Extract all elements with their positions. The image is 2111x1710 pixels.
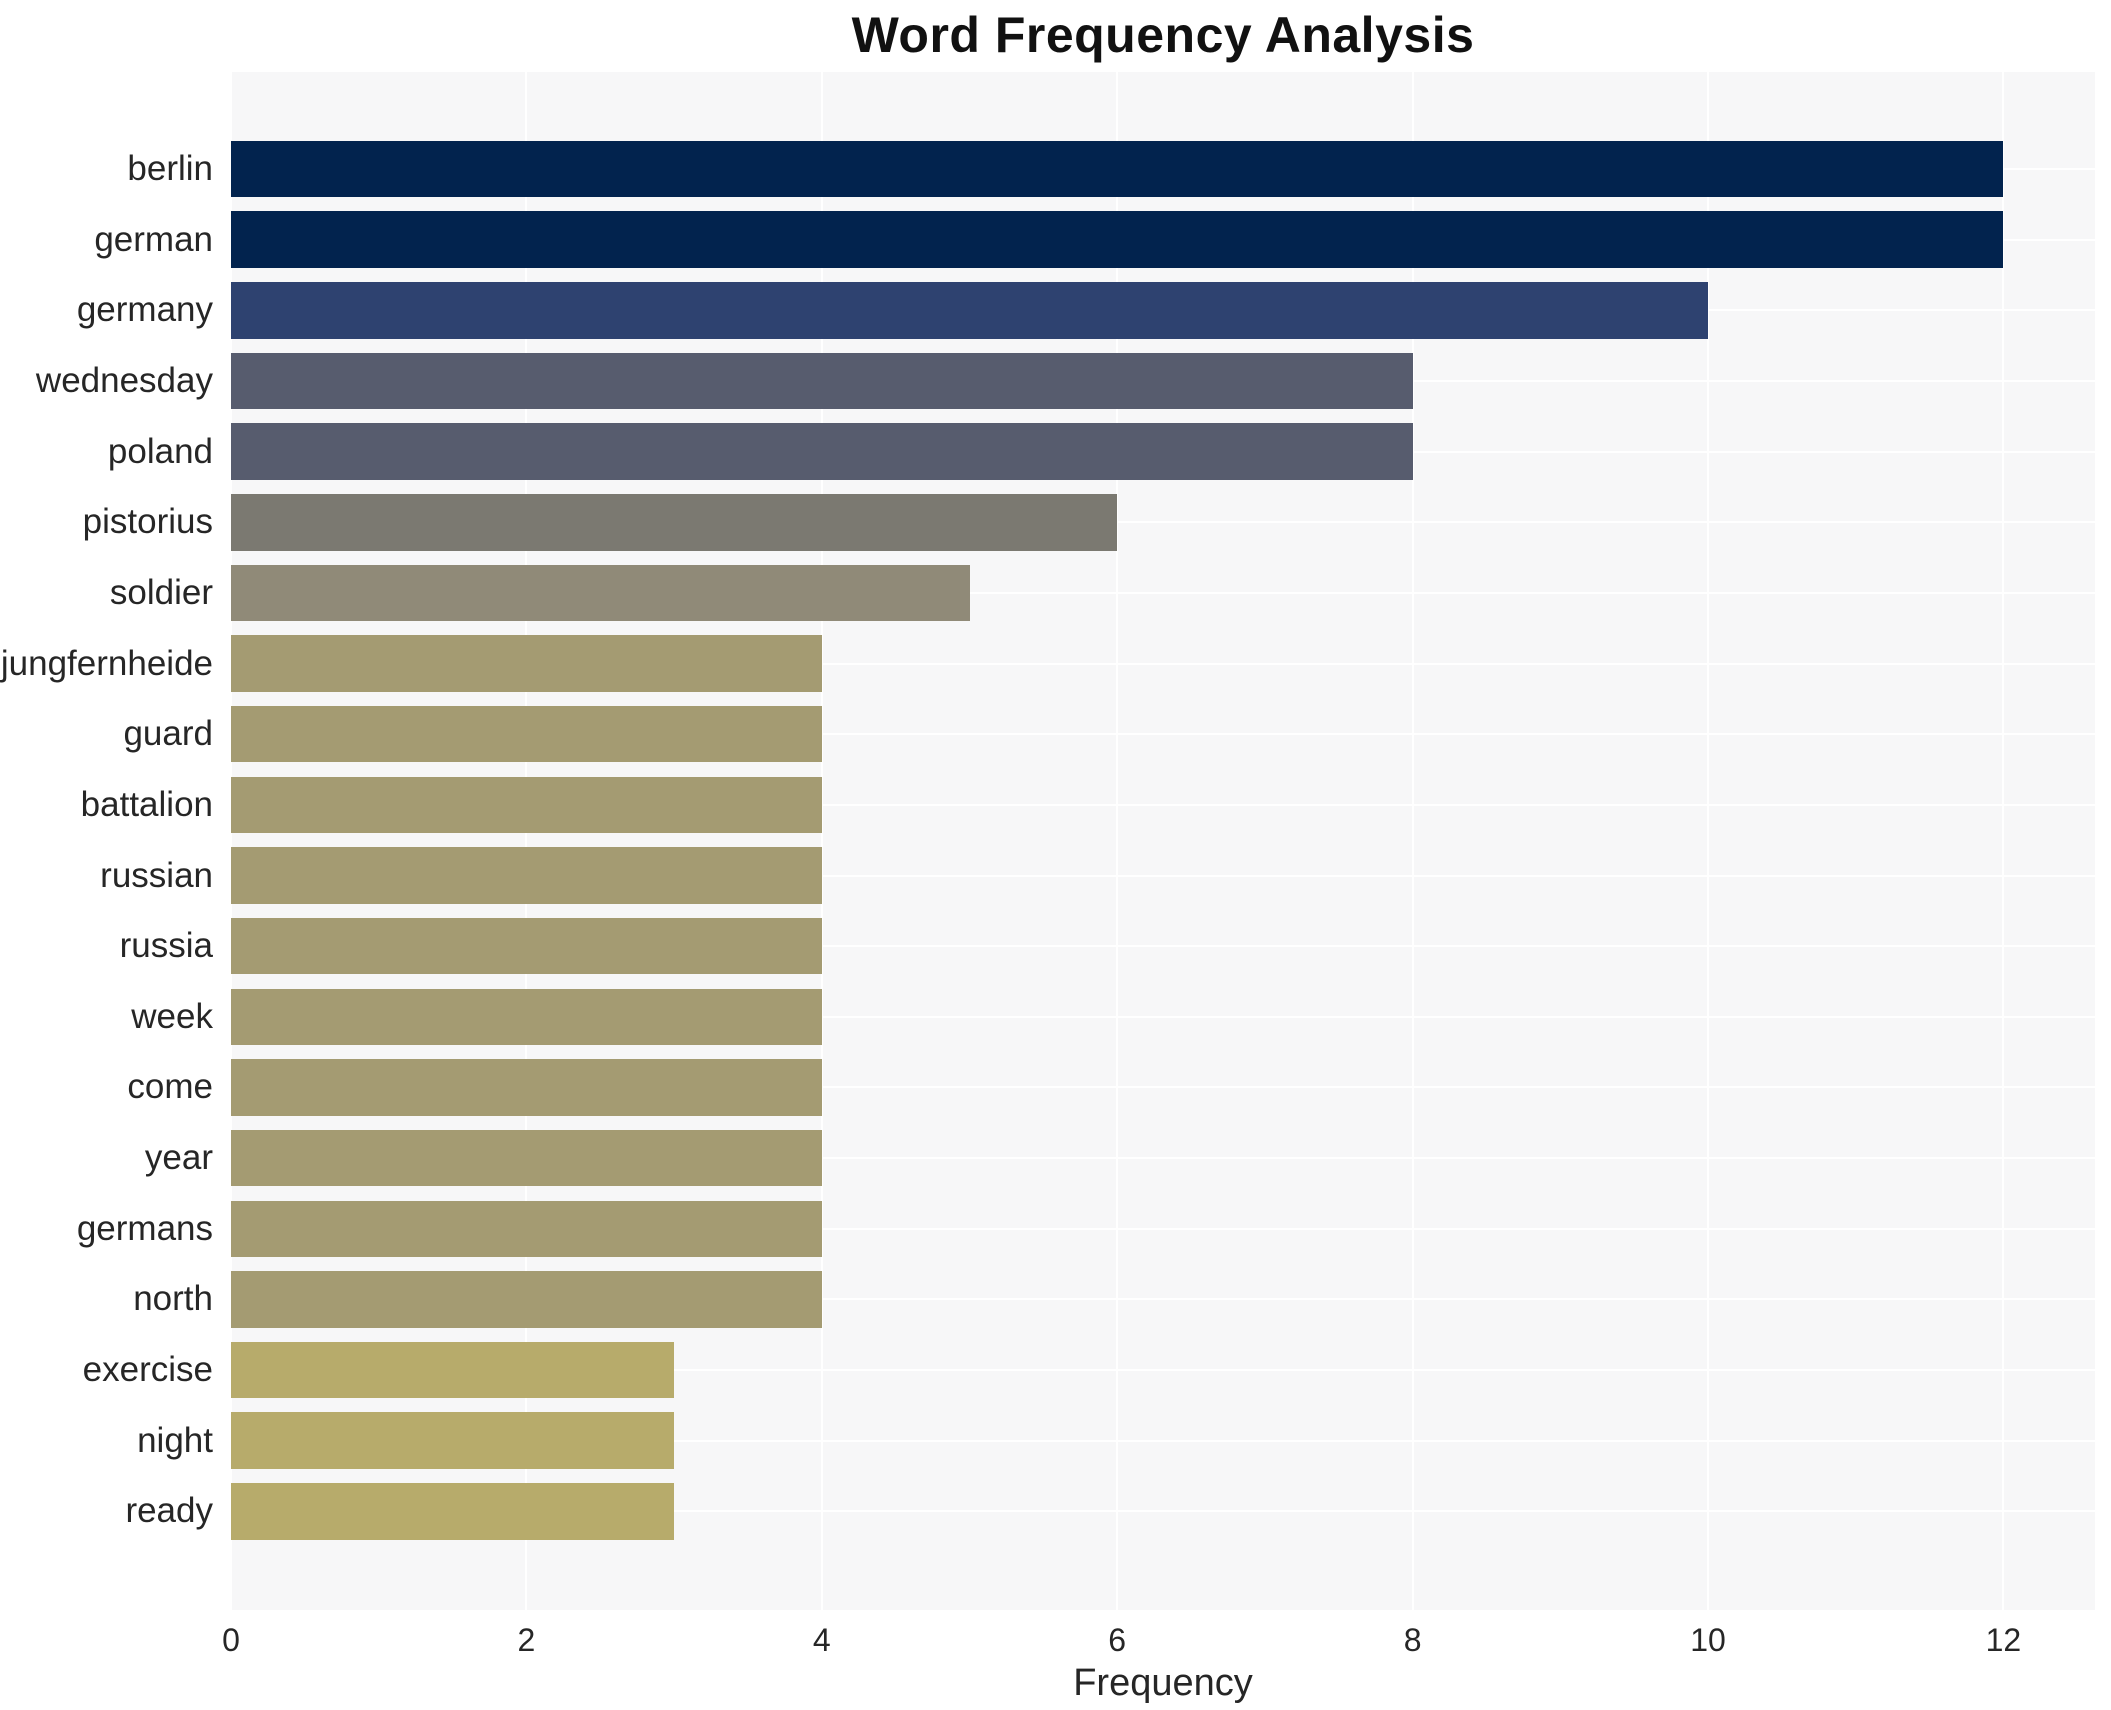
gridline-vertical — [525, 72, 528, 1610]
bar-jungfernheide — [231, 635, 822, 692]
gridline-horizontal — [231, 874, 2095, 877]
gridline-horizontal — [231, 1439, 2095, 1442]
bar-exercise — [231, 1341, 675, 1399]
x-tick-label: 4 — [812, 1622, 831, 1658]
gridline-horizontal — [231, 1369, 2095, 1372]
y-tick-label: poland — [107, 431, 213, 471]
x-tick-label: 2 — [517, 1622, 536, 1658]
x-tick-label: 12 — [1985, 1622, 2022, 1658]
plot-area — [230, 72, 2095, 1610]
bar-week — [231, 988, 822, 1046]
y-tick-label: russia — [119, 926, 213, 966]
bar-guard — [231, 705, 822, 763]
y-tick-label: exercise — [82, 1350, 213, 1390]
y-tick-label: north — [133, 1279, 213, 1319]
gridline-horizontal — [231, 1157, 2095, 1160]
gridline-horizontal — [231, 1015, 2095, 1018]
bar-german — [231, 211, 2004, 268]
gridline-horizontal — [231, 1510, 2095, 1513]
y-tick-label: wednesday — [35, 360, 213, 400]
bar-come — [231, 1059, 822, 1116]
x-tick-label: 6 — [1108, 1622, 1127, 1658]
x-axis-label: Frequency — [1073, 1662, 1253, 1704]
bar-russia — [231, 917, 822, 975]
x-tick-label: 10 — [1690, 1622, 1726, 1658]
bar-poland — [231, 423, 1413, 480]
bar-germany — [231, 282, 1708, 339]
y-tick-label: week — [131, 996, 213, 1036]
y-tick-label: ready — [125, 1491, 213, 1531]
gridline-horizontal — [231, 1086, 2095, 1089]
y-tick-label: germany — [76, 290, 213, 330]
gridline-horizontal — [231, 945, 2095, 948]
bar-battalion — [231, 776, 822, 834]
bar-north — [231, 1271, 822, 1328]
y-tick-label: russian — [100, 855, 213, 895]
gridline-horizontal — [231, 803, 2095, 806]
y-tick-label: pistorius — [82, 502, 213, 542]
bar-night — [231, 1412, 675, 1469]
chart-title: Word Frequency Analysis — [851, 7, 1475, 63]
y-tick-label: jungfernheide — [0, 643, 213, 683]
y-tick-label: german — [94, 219, 213, 259]
y-tick-label: berlin — [127, 149, 213, 188]
bar-ready — [231, 1483, 675, 1540]
gridline-horizontal — [231, 1298, 2095, 1301]
gridline-horizontal — [231, 1227, 2095, 1230]
x-tick-label: 0 — [222, 1622, 240, 1658]
y-tick-label: guard — [123, 714, 213, 754]
gridline-horizontal — [231, 591, 2095, 594]
y-tick-label: year — [144, 1138, 213, 1178]
bar-soldier — [231, 564, 970, 622]
y-tick-label: night — [137, 1420, 213, 1460]
gridline-horizontal — [231, 733, 2095, 736]
gridline-vertical — [1411, 72, 1414, 1610]
bar-year — [231, 1129, 822, 1187]
gridline-vertical — [1707, 72, 1709, 1610]
bar-russian — [231, 847, 822, 904]
gridline-vertical — [2002, 72, 2005, 1610]
x-tick-label: 8 — [1403, 1622, 1422, 1658]
bar-wednesday — [231, 352, 1413, 410]
bar-berlin — [231, 140, 2004, 198]
y-tick-label: germans — [76, 1208, 213, 1248]
y-tick-label: soldier — [109, 572, 213, 612]
gridline-vertical — [820, 72, 823, 1610]
gridline-horizontal — [231, 662, 2095, 665]
y-tick-label: battalion — [80, 784, 213, 824]
y-tick-label: come — [127, 1067, 213, 1107]
gridline-vertical — [230, 72, 232, 1610]
bar-germans — [231, 1200, 822, 1257]
gridline-horizontal — [231, 521, 2095, 524]
bar-pistorius — [231, 494, 1118, 551]
gridline-vertical — [1116, 72, 1119, 1610]
